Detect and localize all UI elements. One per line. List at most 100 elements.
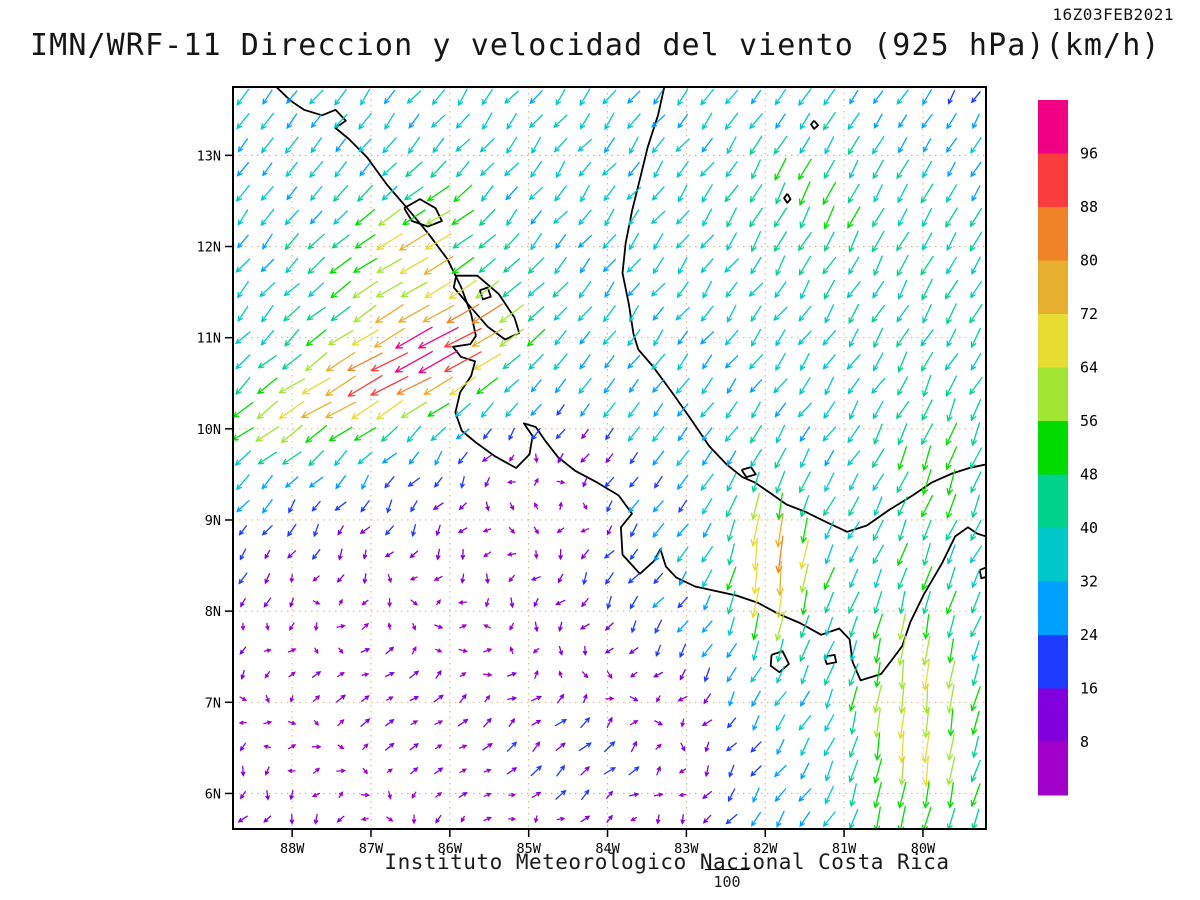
wind-arrow (680, 718, 685, 728)
wind-arrow (333, 114, 348, 129)
wind-arrow (749, 379, 763, 393)
wind-arrow (651, 114, 666, 128)
wind-arrow (970, 136, 982, 154)
lon-tick-label: 88W (280, 841, 305, 857)
wind-arrow (329, 257, 352, 274)
wind-arrow (403, 186, 424, 201)
wind-arrow (533, 526, 539, 535)
wind-arrow (452, 234, 474, 249)
wind-arrow (426, 402, 450, 417)
wind-arrow (653, 671, 664, 678)
colorbar-segment (1038, 367, 1068, 421)
wind-arrow (848, 400, 859, 421)
wind-arrow (485, 501, 490, 512)
wind-arrow (970, 447, 982, 470)
wind-arrow (824, 231, 835, 252)
wind-arrow (846, 354, 861, 370)
wind-arrow (434, 744, 443, 750)
lon-tick-label: 87W (359, 841, 384, 857)
island-outline (740, 466, 757, 478)
wind-arrow (797, 231, 812, 252)
wind-arrow (384, 112, 395, 131)
lon-tick-label: 86W (438, 841, 463, 857)
wind-arrow (237, 138, 249, 153)
wind-arrow (702, 280, 712, 299)
wind-arrow (654, 720, 664, 726)
wind-arrow (432, 137, 445, 154)
lat-tick-label: 13N (197, 148, 221, 164)
wind-arrow (578, 742, 592, 752)
wind-arrow (458, 502, 467, 511)
wind-arrow (654, 547, 663, 562)
wind-arrow (921, 278, 933, 301)
wind-arrow (531, 136, 542, 155)
wind-arrow (553, 353, 568, 371)
wind-arrow (308, 450, 325, 467)
wind-arrow (534, 621, 539, 633)
wind-arrow (506, 112, 517, 130)
wind-arrow (435, 648, 443, 653)
wind-arrow (306, 306, 326, 321)
wind-arrow (800, 279, 810, 300)
wind-arrow (922, 89, 933, 106)
wind-arrow (970, 327, 981, 349)
wind-arrow (774, 89, 787, 106)
wind-arrow (330, 280, 351, 299)
wind-arrow (287, 550, 297, 559)
wind-arrow (627, 573, 640, 584)
wind-arrow (873, 327, 884, 349)
wind-arrow (502, 354, 521, 370)
wind-arrow (897, 567, 908, 590)
wind-arrow (506, 767, 518, 775)
wind-arrow (800, 517, 808, 544)
wind-arrow (630, 816, 638, 822)
wind-arrow (435, 792, 443, 798)
wind-arrow (678, 768, 687, 774)
wind-arrow (628, 232, 640, 251)
wind-arrow (239, 548, 247, 561)
wind-arrow (606, 716, 613, 729)
wind-arrow (260, 137, 274, 154)
wind-arrow (289, 695, 294, 703)
wind-arrow (920, 329, 934, 347)
wind-arrow (605, 427, 614, 441)
wind-arrow (314, 622, 319, 632)
wind-arrow (233, 401, 254, 418)
colorbar-segment (1038, 581, 1068, 635)
wind-arrow (751, 640, 760, 662)
wind-arrow (897, 183, 908, 204)
wind-arrow (824, 304, 835, 324)
reference-vector-line (705, 869, 749, 870)
wind-arrow (530, 403, 542, 417)
wind-arrow (530, 765, 543, 777)
wind-arrow (630, 620, 637, 634)
wind-arrow (337, 744, 345, 750)
wind-arrow (506, 209, 518, 227)
wind-arrow (921, 113, 933, 129)
wind-arrow (582, 477, 588, 488)
wind-arrow (750, 448, 762, 468)
wind-arrow (309, 89, 324, 105)
wind-arrow (532, 647, 540, 654)
wind-arrow (945, 207, 958, 228)
wind-arrow (627, 402, 640, 419)
wind-arrow (313, 523, 319, 538)
wind-arrow (675, 306, 690, 321)
wind-arrow (873, 591, 883, 615)
wind-arrow (336, 815, 345, 823)
wind-arrow (971, 91, 981, 104)
wind-arrow (700, 402, 715, 418)
wind-arrow (443, 351, 482, 373)
wind-arrow (895, 400, 910, 420)
wind-arrow (798, 181, 811, 206)
wind-arrow (701, 546, 714, 564)
wind-arrow (655, 814, 661, 825)
wind-arrow (531, 427, 541, 441)
wind-arrow (362, 743, 369, 750)
wind-arrow (606, 670, 613, 680)
wind-arrow (375, 281, 403, 298)
wind-arrow (580, 549, 590, 560)
wind-arrow (509, 622, 515, 631)
wind-arrow (970, 783, 981, 808)
wind-arrow (287, 720, 297, 726)
